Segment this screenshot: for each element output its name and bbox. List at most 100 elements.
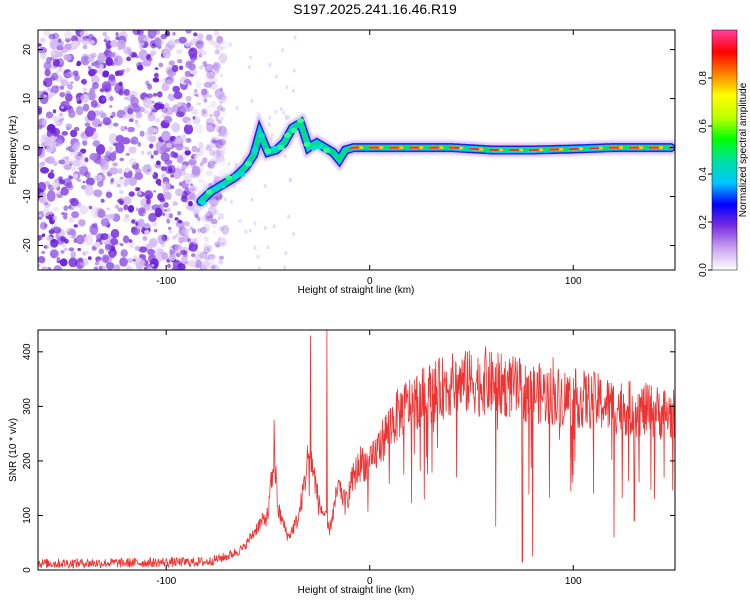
noise-blob	[128, 176, 138, 186]
noise-blob	[206, 34, 213, 41]
noise-blob	[211, 123, 217, 128]
snr-frame	[37, 329, 676, 571]
noise-blob	[189, 183, 194, 187]
noise-blob	[208, 205, 217, 217]
noise-blob	[46, 190, 56, 202]
noise-blob	[153, 190, 157, 193]
noise-blob	[287, 214, 291, 219]
noise-blob	[218, 110, 226, 119]
noise-blob	[144, 100, 148, 103]
noise-blob	[216, 125, 222, 133]
noise-blob	[114, 179, 124, 189]
noise-blob	[79, 30, 89, 38]
noise-blob	[52, 226, 62, 234]
noise-blob	[119, 200, 125, 206]
noise-blob	[131, 227, 138, 234]
noise-blob	[168, 94, 176, 102]
noise-blob	[154, 37, 164, 47]
noise-blob	[139, 130, 145, 137]
noise-blob	[73, 150, 79, 156]
noise-blob	[150, 154, 154, 159]
noise-blob	[38, 181, 47, 193]
noise-blob	[95, 143, 106, 155]
noise-blob	[39, 37, 46, 43]
snr-x-ticks: -100 0 100	[156, 330, 582, 587]
noise-blob	[257, 266, 261, 270]
noise-blob	[64, 43, 72, 51]
noise-blob	[128, 239, 133, 243]
noise-blob	[50, 169, 54, 173]
noise-blob	[215, 125, 220, 132]
noise-blob	[143, 163, 153, 176]
noise-blob	[187, 238, 191, 243]
noise-blob	[103, 39, 107, 43]
noise-blob	[100, 155, 109, 166]
noise-blob	[151, 264, 155, 267]
y-tick-label: 20	[22, 44, 33, 56]
noise-blob	[135, 55, 139, 59]
noise-blob	[163, 212, 171, 218]
noise-blob	[200, 226, 207, 234]
noise-blob	[212, 88, 220, 94]
noise-blob	[88, 67, 92, 71]
noise-blob	[181, 164, 187, 170]
noise-blob	[183, 124, 194, 135]
noise-blob	[198, 141, 204, 148]
noise-blob	[215, 44, 222, 51]
noise-blob	[68, 158, 76, 165]
noise-blob	[195, 232, 203, 240]
noise-blob	[130, 136, 139, 145]
noise-blob	[171, 265, 179, 270]
noise-blob	[106, 44, 111, 49]
noise-blob	[41, 119, 48, 126]
noise-blob	[266, 245, 270, 250]
noise-blob	[101, 239, 106, 245]
noise-blob	[196, 249, 203, 257]
noise-blob	[52, 109, 57, 114]
noise-blob	[157, 91, 163, 98]
noise-blob	[215, 139, 223, 149]
noise-blob	[100, 198, 105, 203]
noise-blob	[38, 214, 42, 218]
noise-blob	[221, 224, 230, 235]
noise-blob	[117, 168, 123, 174]
noise-blob	[205, 33, 215, 44]
noise-blob	[101, 97, 105, 102]
noise-blob	[281, 48, 285, 53]
noise-blob	[172, 201, 178, 206]
noise-blob	[121, 137, 131, 145]
noise-blob	[137, 191, 142, 196]
noise-blob	[202, 60, 208, 67]
noise-blob	[141, 150, 145, 155]
noise-blob	[109, 152, 117, 162]
noise-blob	[269, 136, 273, 141]
noise-blob	[40, 166, 50, 174]
noise-blob	[174, 137, 183, 145]
noise-blob	[250, 197, 254, 202]
snr-y-ticks: 0 100 200 300 400	[22, 343, 675, 573]
noise-blob	[145, 194, 151, 200]
noise-blob	[215, 155, 225, 163]
track-blob	[251, 147, 259, 154]
noise-blob	[229, 199, 233, 204]
noise-blob	[199, 265, 207, 270]
noise-blob	[211, 264, 220, 270]
noise-blob	[65, 156, 70, 161]
noise-blob	[201, 260, 210, 267]
noise-blob	[90, 54, 95, 59]
noise-blob	[148, 103, 154, 111]
y-tick-label: 0	[22, 567, 33, 573]
noise-blob	[147, 126, 155, 135]
x-tick-label: 0	[367, 276, 373, 287]
noise-blob	[211, 139, 217, 144]
noise-blob	[163, 115, 173, 124]
noise-blob	[84, 184, 94, 196]
noise-blob	[128, 118, 134, 123]
track-blob	[270, 145, 278, 151]
noise-blob	[92, 140, 101, 147]
noise-blob	[263, 226, 267, 231]
noise-blob	[153, 92, 158, 97]
noise-blob	[292, 68, 296, 73]
noise-blob	[93, 189, 103, 197]
noise-blob	[117, 39, 126, 50]
